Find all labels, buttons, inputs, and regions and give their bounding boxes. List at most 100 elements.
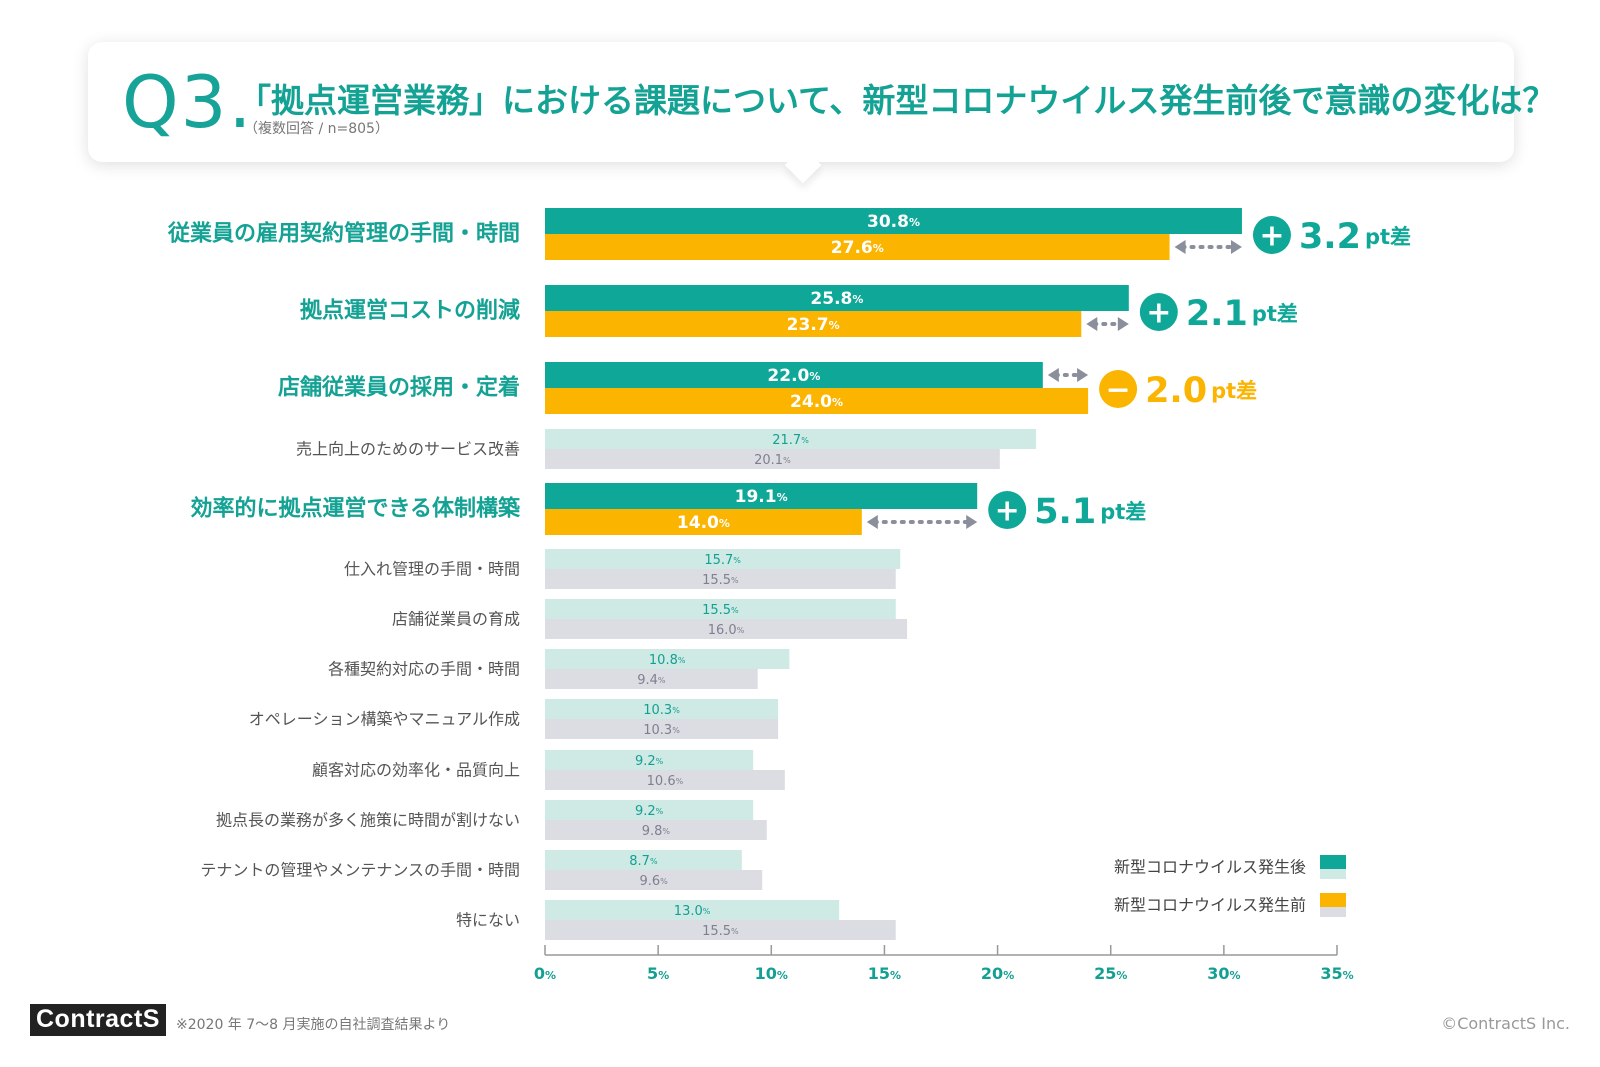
- legend-label: 新型コロナウイルス発生前: [1114, 896, 1306, 915]
- category-label: 拠点長の業務が多く施策に時間が割けない: [216, 811, 520, 830]
- value-label-after: 15.7%: [704, 553, 741, 568]
- bar-after: [545, 750, 754, 770]
- value-label-before: 20.1%: [754, 453, 791, 468]
- difference-label: 2.0 pt差: [1145, 371, 1257, 411]
- category-label: オペレーション構築やマニュアル作成: [249, 710, 520, 729]
- x-tick-label: 0%: [534, 964, 556, 983]
- difference-label: 3.2 pt差: [1299, 217, 1411, 257]
- value-label-after: 13.0%: [674, 904, 711, 919]
- x-tick-label: 10%: [755, 964, 788, 983]
- value-label-before: 27.6%: [831, 238, 884, 258]
- bar-after: [545, 362, 1043, 388]
- value-label-after: 30.8%: [867, 212, 920, 232]
- bar-after: [545, 800, 754, 820]
- bar-before: [545, 870, 763, 890]
- difference-label: 2.1 pt差: [1186, 294, 1298, 334]
- x-tick-label: 35%: [1320, 964, 1353, 983]
- value-label-after: 21.7%: [772, 433, 809, 448]
- value-label-after: 15.5%: [702, 603, 739, 618]
- arrow-head-left: [1047, 368, 1059, 382]
- bar-before: [545, 770, 785, 790]
- bar-after: [545, 483, 978, 509]
- bar-after: [545, 429, 1037, 449]
- x-tick-label: 5%: [647, 964, 669, 983]
- page-subtitle: （複数回答 / n=805）: [244, 121, 389, 137]
- category-label: 店舗従業員の育成: [392, 610, 520, 629]
- category-label: 各種契約対応の手間・時間: [328, 660, 520, 679]
- category-label: 効率的に拠点運営できる体制構築: [190, 496, 521, 522]
- value-label-after: 19.1%: [735, 487, 788, 507]
- arrow-head-right: [1077, 368, 1089, 382]
- category-label: 仕入れ管理の手間・時間: [344, 560, 520, 579]
- bar-after: [545, 208, 1242, 234]
- value-label-before: 9.6%: [639, 874, 668, 889]
- sign-glyph: +: [1146, 296, 1171, 331]
- sign-glyph: +: [1259, 219, 1284, 254]
- plus-icon: [988, 491, 1027, 529]
- value-label-before: 23.7%: [787, 315, 840, 335]
- value-label-before: 9.4%: [637, 673, 666, 688]
- value-label-before: 15.5%: [702, 924, 739, 939]
- category-label: 拠点運営コストの削減: [300, 298, 520, 324]
- x-tick-label: 20%: [981, 964, 1014, 983]
- arrow-head-left: [1174, 240, 1186, 254]
- value-label-after: 8.7%: [629, 854, 658, 869]
- value-label-after: 22.0%: [767, 366, 820, 386]
- bar-after: [545, 549, 901, 569]
- value-label-after: 25.8%: [810, 289, 863, 309]
- bar-before: [545, 388, 1089, 414]
- arrow-head-right: [1117, 317, 1129, 331]
- footnote: ※2020 年 7〜8 月実施の自社調査結果より: [176, 1017, 451, 1033]
- bar-before: [545, 920, 896, 940]
- x-tick-label: 25%: [1094, 964, 1127, 983]
- brand-logo: ContractS: [30, 1004, 166, 1036]
- x-tick-label: 15%: [868, 964, 901, 983]
- category-label: 特にない: [456, 911, 520, 930]
- bar-before: [545, 311, 1082, 337]
- category-label: テナントの管理やメンテナンスの手間・時間: [200, 861, 520, 880]
- arrow-head-right: [1230, 240, 1242, 254]
- value-label-after: 10.8%: [649, 653, 686, 668]
- copyright: ©ContractS Inc.: [1441, 1014, 1570, 1033]
- minus-icon: [1099, 370, 1138, 408]
- bar-before: [545, 820, 767, 840]
- category-label: 顧客対応の効率化・品質向上: [312, 761, 520, 780]
- value-label-before: 14.0%: [677, 513, 730, 533]
- bar-after: [545, 699, 779, 719]
- bar-after: [545, 599, 896, 619]
- value-label-before: 10.3%: [643, 723, 680, 738]
- legend-swatch-light: [1320, 907, 1346, 917]
- bar-before: [545, 619, 908, 639]
- bar-after: [545, 900, 840, 920]
- bar-before: [545, 509, 862, 535]
- page-title: 「拠点運営業務」における課題について、新型コロナウイルス発生前後で意識の変化は？: [238, 81, 1556, 120]
- bar-before: [545, 234, 1170, 260]
- value-label-after: 9.2%: [635, 804, 664, 819]
- legend-swatch: [1320, 855, 1346, 869]
- bar-chart: 30.8% 27.6% 従業員の雇用契約管理の手間・時間 25.8% 23.7% 拠点運営…: [167, 208, 1411, 983]
- plus-icon: [1139, 293, 1178, 331]
- value-label-after: 9.2%: [635, 754, 664, 769]
- bar-before: [545, 669, 758, 689]
- question-number: Q3.: [122, 60, 254, 144]
- sign-glyph: −: [1106, 373, 1131, 408]
- category-label: 店舗従業員の採用・定着: [278, 375, 520, 401]
- value-label-before: 9.8%: [642, 824, 671, 839]
- bar-after: [545, 285, 1129, 311]
- bar-before: [545, 719, 779, 739]
- bar-before: [545, 569, 896, 589]
- legend-swatch-light: [1320, 869, 1346, 879]
- bar-after: [545, 850, 742, 870]
- legend-label: 新型コロナウイルス発生後: [1114, 858, 1306, 877]
- bar-before: [545, 449, 1000, 469]
- arrow-head-left: [1086, 317, 1098, 331]
- value-label-after: 10.3%: [643, 703, 680, 718]
- value-label-before: 15.5%: [702, 573, 739, 588]
- arrow-head-left: [866, 515, 878, 529]
- sign-glyph: +: [995, 494, 1020, 529]
- difference-label: 5.1 pt差: [1034, 492, 1146, 532]
- value-label-before: 16.0%: [708, 623, 745, 638]
- arrow-head-right: [966, 515, 978, 529]
- legend-swatch: [1320, 893, 1346, 907]
- category-label: 売上向上のためのサービス改善: [296, 440, 520, 459]
